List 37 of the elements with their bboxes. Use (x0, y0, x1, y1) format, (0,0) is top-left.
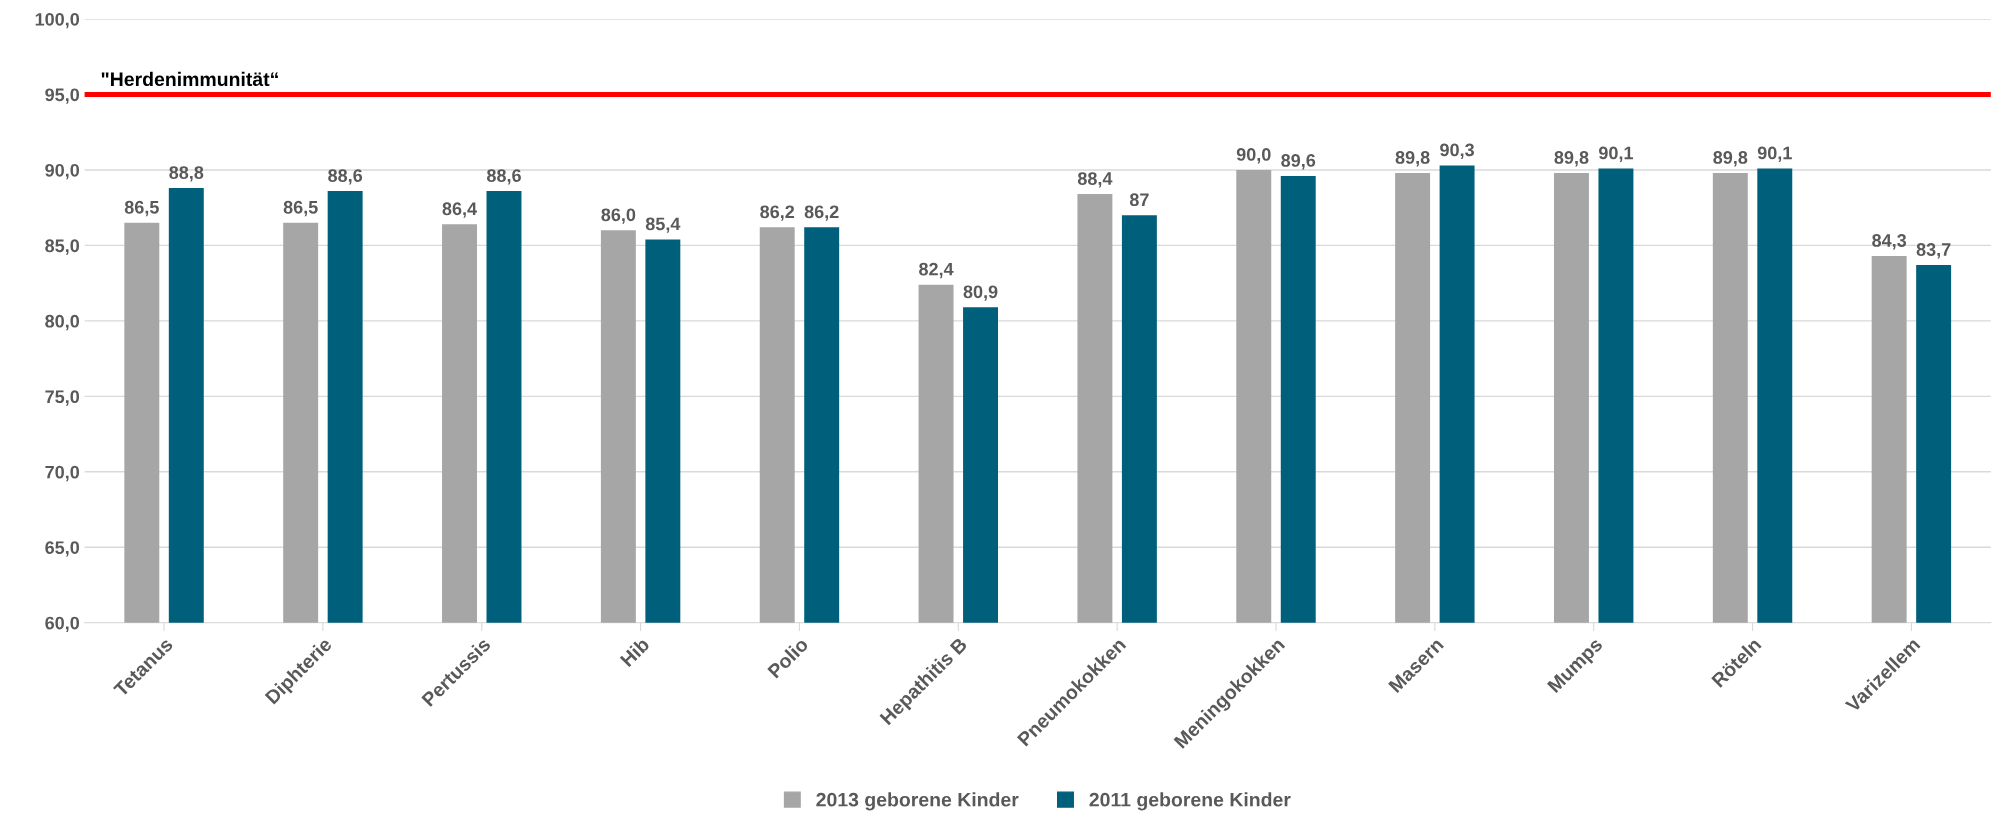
data-label: 88,6 (487, 169, 521, 185)
data-label: 85,4 (645, 217, 681, 233)
data-label: 86,2 (760, 205, 795, 221)
data-label: 86,5 (124, 200, 159, 217)
data-label: 90,1 (1598, 146, 1634, 162)
data-label: 90,3 (1440, 143, 1475, 159)
data-label: 89,6 (1281, 154, 1316, 170)
data-label: 89,8 (1713, 151, 1748, 167)
y-tick-label: 60,0 (45, 616, 80, 633)
data-label: 90,0 (1236, 148, 1271, 164)
data-label: 82,4 (919, 262, 954, 279)
data-label: 80,9 (963, 285, 998, 301)
data-label: 90,1 (1757, 146, 1792, 162)
data-label: 88,8 (169, 166, 204, 182)
data-label: 88,6 (328, 169, 363, 185)
y-tick-label: 90,0 (45, 163, 80, 180)
legend-label: 2013 geborene Kinder (816, 792, 1019, 811)
y-tick-label: 80,0 (45, 314, 80, 331)
y-tick-label: 100,0 (35, 12, 80, 29)
data-label: 86,2 (804, 205, 839, 221)
y-tick-label: 75,0 (45, 390, 80, 406)
legend-label: 2011 geborene Kinder (1089, 792, 1291, 811)
y-tick-label: 85,0 (45, 239, 80, 255)
y-tick-label: 70,0 (45, 465, 80, 482)
data-label: 83,7 (1916, 243, 1951, 259)
y-tick-label: 95,0 (45, 88, 80, 104)
data-label: 84,3 (1872, 234, 1907, 250)
data-label: 86,5 (283, 200, 318, 217)
data-label: 89,8 (1395, 151, 1430, 167)
data-label: 86,4 (442, 202, 477, 218)
data-label: 86,0 (601, 208, 636, 224)
data-label: 88,4 (1077, 172, 1113, 188)
data-label: 89,8 (1554, 151, 1589, 167)
x-tick-label: Hib (619, 636, 651, 668)
data-label: 87 (1129, 193, 1149, 207)
y-tick-label: 65,0 (45, 541, 80, 557)
ref-line-label: "Herdenimmunität“ (101, 71, 278, 87)
